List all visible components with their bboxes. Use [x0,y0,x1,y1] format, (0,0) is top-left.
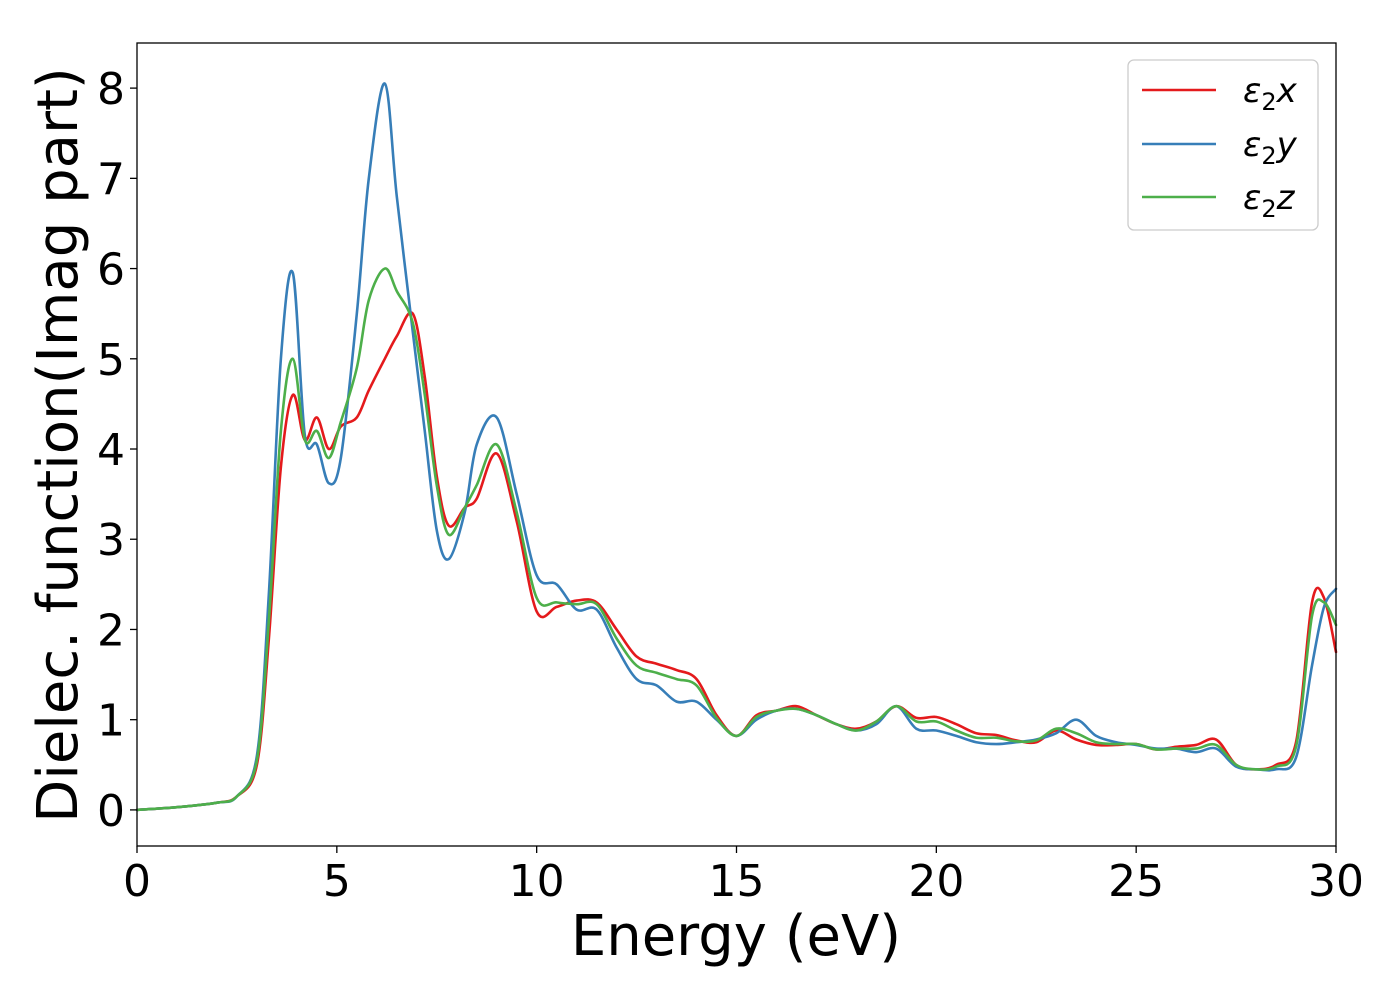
x-tick-label: 20 [908,856,964,907]
y-tick-label: 6 [97,245,125,296]
y-tick-label: 8 [97,64,125,115]
y-tick-label: 0 [97,786,125,837]
legend: ε2x ε2y ε2z [1127,59,1319,231]
x-tick-label: 5 [323,856,351,907]
x-tick-label: 30 [1308,856,1364,907]
legend-label-x: ε2x [1243,71,1298,116]
legend-label-y: ε2y [1243,125,1298,170]
y-tick-label: 3 [97,515,125,566]
legend-label-z: ε2z [1243,178,1296,223]
y-axis-label: Dielec. function(Imag part) [26,67,91,823]
y-tick-label: 1 [97,696,125,747]
legend-box [1127,59,1319,231]
y-tick-label: 4 [97,425,125,476]
x-axis-label: Energy (eV) [571,904,901,969]
series-line-z [135,267,1338,812]
x-tick-label: 25 [1108,856,1164,907]
x-tick-label: 10 [509,856,565,907]
x-tick-label: 15 [709,856,765,907]
y-tick-label: 7 [97,154,125,205]
y-tick-label: 2 [97,605,125,656]
x-axis: 0 5 10 15 20 25 30 [123,846,1364,907]
y-tick-label: 5 [97,335,125,386]
x-tick-label: 0 [123,856,151,907]
y-axis: 0 1 2 3 4 5 6 7 8 [97,64,137,837]
series-layer [135,82,1338,812]
